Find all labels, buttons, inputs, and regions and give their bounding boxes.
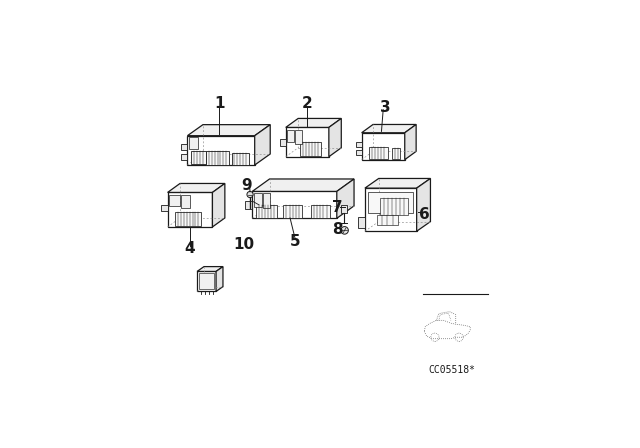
Polygon shape	[188, 125, 270, 136]
Circle shape	[247, 191, 253, 198]
Circle shape	[340, 227, 348, 234]
Polygon shape	[285, 118, 341, 127]
Polygon shape	[255, 125, 270, 165]
Polygon shape	[197, 271, 216, 292]
Text: 10: 10	[233, 237, 254, 252]
Polygon shape	[417, 178, 431, 231]
Polygon shape	[180, 155, 188, 160]
Text: 2: 2	[302, 96, 313, 111]
Polygon shape	[175, 212, 201, 226]
Polygon shape	[300, 142, 321, 156]
Polygon shape	[257, 205, 277, 218]
Text: 4: 4	[185, 241, 195, 256]
Polygon shape	[180, 195, 190, 208]
Polygon shape	[212, 184, 225, 227]
Text: 1: 1	[214, 96, 225, 111]
Polygon shape	[168, 184, 225, 193]
Text: 5: 5	[290, 234, 301, 249]
Polygon shape	[356, 142, 362, 147]
Polygon shape	[329, 118, 341, 157]
Polygon shape	[170, 195, 180, 206]
Polygon shape	[296, 130, 302, 144]
Polygon shape	[254, 194, 262, 207]
Polygon shape	[245, 201, 252, 209]
Polygon shape	[168, 193, 212, 227]
Polygon shape	[188, 136, 255, 165]
Polygon shape	[404, 125, 416, 159]
Text: 9: 9	[241, 178, 252, 193]
Polygon shape	[189, 138, 198, 149]
Polygon shape	[285, 127, 329, 157]
Polygon shape	[365, 188, 417, 231]
Polygon shape	[252, 179, 354, 191]
Polygon shape	[311, 205, 330, 218]
Polygon shape	[199, 273, 214, 289]
Text: 7: 7	[332, 200, 343, 215]
Text: 3: 3	[380, 100, 390, 115]
Polygon shape	[232, 153, 249, 165]
Polygon shape	[191, 151, 206, 164]
Polygon shape	[369, 192, 413, 213]
Polygon shape	[280, 138, 285, 146]
Polygon shape	[197, 267, 223, 271]
Polygon shape	[284, 205, 302, 218]
Polygon shape	[356, 150, 362, 155]
Polygon shape	[262, 194, 269, 207]
Polygon shape	[180, 144, 188, 150]
Polygon shape	[216, 267, 223, 292]
Text: 6: 6	[419, 207, 430, 222]
Polygon shape	[207, 151, 229, 165]
Polygon shape	[377, 215, 397, 225]
Polygon shape	[337, 179, 354, 218]
Polygon shape	[287, 130, 294, 142]
Polygon shape	[380, 198, 408, 215]
Polygon shape	[252, 191, 337, 218]
Polygon shape	[358, 217, 365, 228]
Text: CC05518*: CC05518*	[428, 365, 475, 375]
Polygon shape	[362, 133, 404, 159]
Polygon shape	[341, 204, 347, 213]
Polygon shape	[362, 125, 416, 133]
Polygon shape	[392, 148, 401, 159]
Polygon shape	[365, 178, 431, 188]
Polygon shape	[161, 204, 168, 211]
Polygon shape	[369, 146, 387, 159]
Text: 8: 8	[332, 222, 343, 237]
